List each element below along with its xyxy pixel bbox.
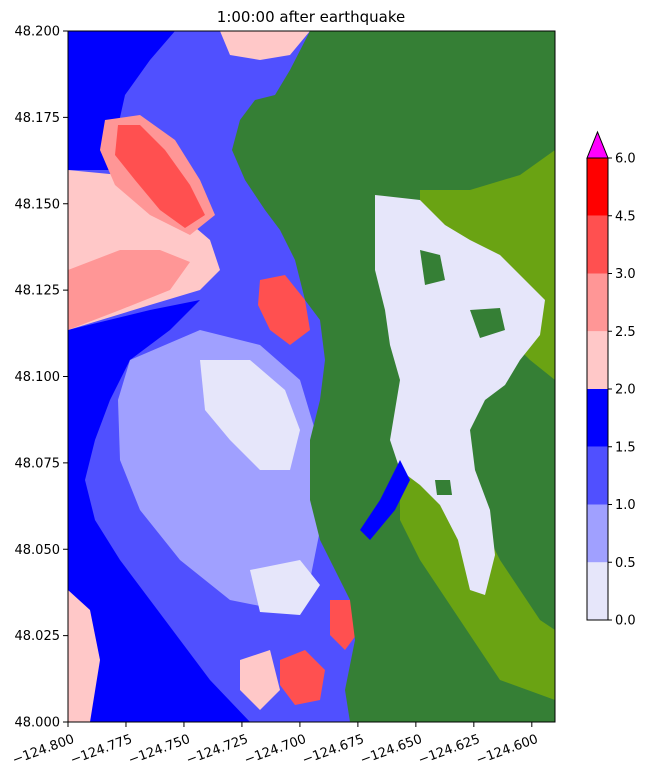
x-axis: −124.800−124.775−124.750−124.725−124.700… bbox=[10, 722, 540, 768]
y-tick-label: 48.025 bbox=[15, 629, 61, 644]
colorbar-tick-label: 6.0 bbox=[615, 152, 636, 167]
x-tick-label: −124.800 bbox=[10, 732, 76, 768]
colorbar-segment bbox=[587, 562, 608, 620]
colorbar-segment bbox=[587, 215, 608, 274]
x-tick-label: −124.775 bbox=[68, 732, 134, 768]
x-tick-label: −124.650 bbox=[358, 732, 424, 768]
colorbar-tick-label: 2.0 bbox=[615, 383, 636, 398]
colorbar-segment bbox=[587, 158, 608, 216]
colorbar-tick-label: 3.0 bbox=[615, 267, 636, 282]
water-region-light-3 bbox=[250, 560, 320, 615]
coastal-channel bbox=[360, 460, 410, 540]
colorbar-segment bbox=[587, 504, 608, 563]
colorbar-segment bbox=[587, 273, 608, 332]
water-region-pink-lower bbox=[68, 590, 100, 722]
colorbar-tick-label: 1.5 bbox=[615, 440, 636, 455]
y-tick-label: 48.175 bbox=[15, 111, 61, 126]
x-tick-label: −124.700 bbox=[242, 732, 308, 768]
y-axis: 48.000 48.025 48.050 48.075 48.100 48.125 48.1… bbox=[15, 25, 68, 731]
y-tick-label: 48.125 bbox=[15, 284, 61, 299]
y-tick-label: 48.000 bbox=[15, 716, 61, 731]
water-region-red-mid bbox=[258, 275, 310, 345]
colorbar-segment bbox=[587, 446, 608, 505]
plot-area bbox=[68, 31, 555, 722]
water-region-salmon bbox=[68, 250, 190, 330]
inland-green-patch-2 bbox=[420, 250, 445, 285]
y-tick-label: 48.200 bbox=[15, 25, 61, 40]
x-tick-label: −124.625 bbox=[416, 732, 482, 768]
colorbar-segment bbox=[587, 389, 608, 447]
inland-green-patch-3 bbox=[435, 480, 452, 495]
y-tick-label: 48.100 bbox=[15, 370, 61, 385]
inland-green-patch-1 bbox=[470, 308, 505, 338]
water-region-light-2 bbox=[200, 360, 300, 470]
water-region-pink-top bbox=[220, 31, 310, 60]
water-region-red-south bbox=[280, 650, 325, 705]
water-region-red-upper bbox=[115, 125, 205, 228]
x-tick-label: −124.725 bbox=[184, 732, 250, 768]
colorbar-tick-label: 0.5 bbox=[615, 556, 636, 571]
colorbar-tick-label: 4.5 bbox=[615, 209, 636, 224]
y-tick-label: 48.075 bbox=[15, 456, 61, 471]
x-tick-label: −124.600 bbox=[474, 732, 540, 768]
colorbar-segment bbox=[587, 331, 608, 389]
colorbar-tick-label: 2.5 bbox=[615, 325, 636, 340]
y-tick-label: 48.050 bbox=[15, 543, 61, 558]
colorbar: 0.0 0.5 1.0 1.5 2.0 2.5 3.0 4.5 6.0 bbox=[586, 130, 636, 629]
colorbar-tick-label: 1.0 bbox=[615, 498, 636, 513]
chart-title: 1:00:00 after earthquake bbox=[217, 8, 405, 26]
inland-lavender-region bbox=[375, 195, 545, 595]
x-tick-label: −124.750 bbox=[126, 732, 192, 768]
colorbar-extend-arrow bbox=[586, 130, 609, 159]
y-tick-label: 48.150 bbox=[15, 197, 61, 212]
colorbar-tick-label: 0.0 bbox=[615, 614, 636, 629]
x-tick-label: −124.675 bbox=[300, 732, 366, 768]
water-region-pink-south bbox=[240, 650, 280, 710]
